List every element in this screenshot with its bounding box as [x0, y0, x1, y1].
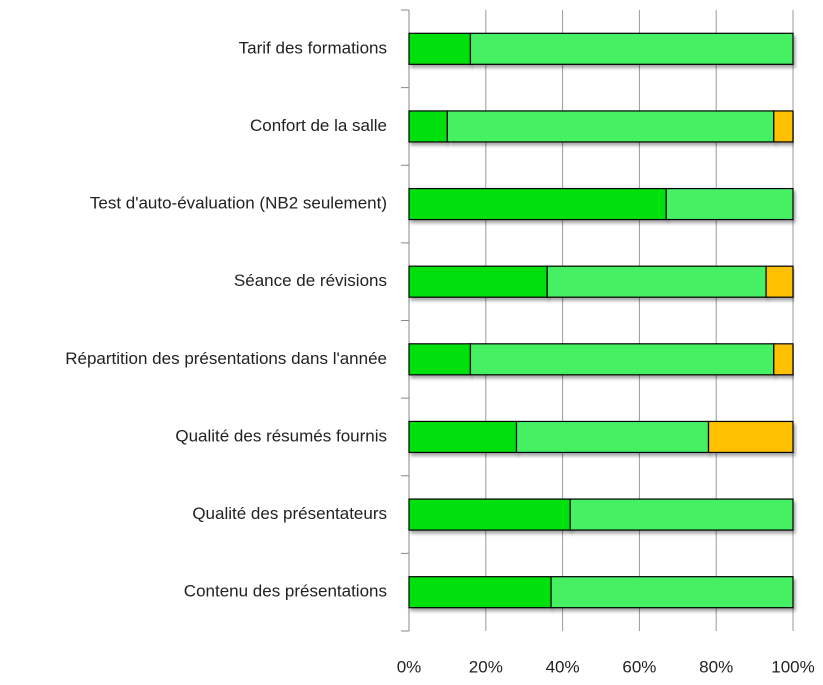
bar-segment: [469, 343, 775, 376]
bar-segment: [569, 498, 794, 531]
x-tick-label: 100%: [771, 657, 814, 676]
bar-segment: [765, 265, 794, 298]
y-tick-label: Qualité des présentateurs: [192, 504, 387, 523]
bar-segment: [550, 576, 794, 609]
bar-segment: [446, 110, 775, 143]
y-tick-label: Contenu des présentations: [184, 582, 387, 601]
x-tick-label: 40%: [546, 657, 580, 676]
bar-segment: [773, 110, 794, 143]
bar-segment: [546, 265, 767, 298]
bar-segment: [408, 420, 518, 454]
bar-segment: [408, 343, 472, 376]
bar-segment: [665, 187, 794, 221]
bar-segment: [408, 576, 552, 609]
y-tick-label: Qualité des résumés fournis: [175, 426, 387, 445]
bar-segment: [773, 343, 794, 376]
bar-segment: [408, 498, 571, 531]
y-tick-label: Répartition des présentations dans l'ann…: [65, 349, 387, 368]
y-tick-label: Test d'auto-évaluation (NB2 seulement): [90, 194, 387, 213]
bar-segment: [408, 265, 548, 298]
x-tick-label: 0%: [397, 657, 422, 676]
bar-segment: [515, 420, 710, 454]
bar-segment: [707, 420, 794, 454]
x-tick-label: 60%: [622, 657, 656, 676]
y-tick-label: Tarif des formations: [239, 38, 387, 57]
bar-segment: [408, 110, 449, 143]
x-tick-label: 20%: [469, 657, 503, 676]
bar-segment: [469, 32, 794, 65]
y-tick-label: Séance de révisions: [234, 271, 387, 290]
x-tick-label: 80%: [699, 657, 733, 676]
y-tick-label: Confort de la salle: [250, 116, 387, 135]
bar-segment: [408, 32, 472, 65]
bar-segment: [408, 187, 667, 221]
